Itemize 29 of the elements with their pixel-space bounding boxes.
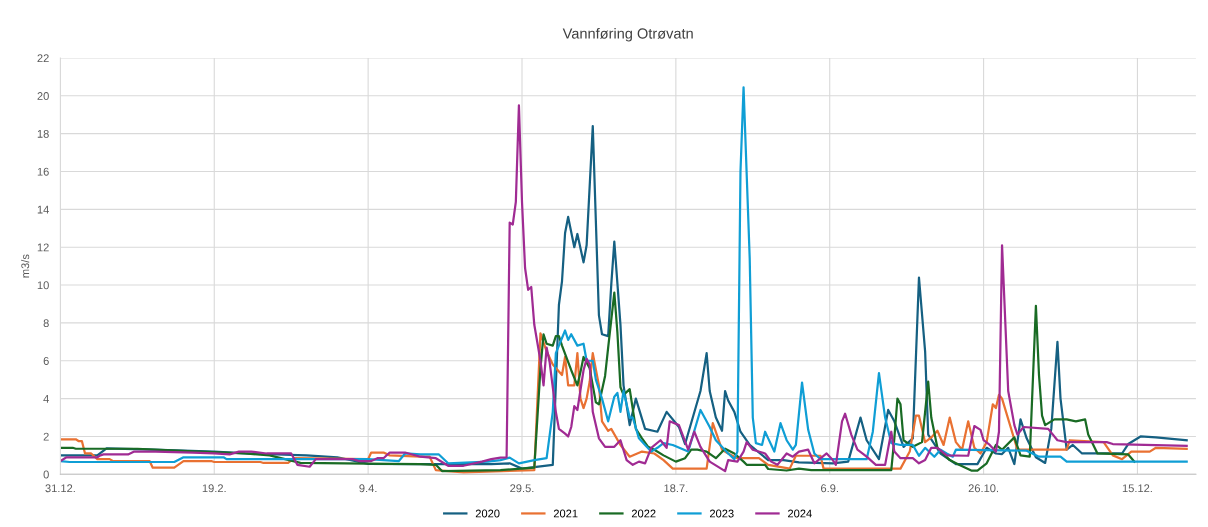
x-tick-label: 18.7. xyxy=(664,484,688,493)
legend-label: 2021 xyxy=(553,509,578,518)
x-tick-label: 9.4. xyxy=(359,484,377,493)
legend-label: 2024 xyxy=(788,509,812,518)
x-tick-label: 29.5. xyxy=(510,484,534,493)
x-tick-label: 6.9. xyxy=(821,484,838,493)
y-tick-label: 12 xyxy=(37,243,49,252)
y-tick-label: 0 xyxy=(43,470,49,479)
y-tick-label: 22 xyxy=(37,54,49,62)
y-tick-label: 8 xyxy=(43,319,49,328)
x-tick-label: 19.2. xyxy=(202,484,226,493)
y-tick-label: 2 xyxy=(43,432,49,441)
x-tick-label: 15.12. xyxy=(1122,484,1152,493)
legend-label: 2022 xyxy=(631,509,656,518)
y-tick-label: 16 xyxy=(37,167,49,176)
y-tick-label: 6 xyxy=(43,357,49,365)
y-tick-label: 14 xyxy=(37,205,49,214)
y-tick-label: 4 xyxy=(43,394,49,403)
legend-label: 2023 xyxy=(709,509,734,518)
line-series xyxy=(60,291,1136,473)
x-tick-label: 26.10. xyxy=(968,484,999,493)
y-axis-title: m3/s xyxy=(21,254,30,278)
line-series xyxy=(60,332,1188,474)
y-tick-label: 18 xyxy=(37,129,49,138)
chart-title: Vannføring Otrøvatn xyxy=(562,27,693,42)
legend-label: 2020 xyxy=(475,509,500,518)
x-tick-label: 31.12. xyxy=(45,484,75,493)
y-tick-label: 20 xyxy=(37,92,49,100)
y-tick-label: 10 xyxy=(37,281,49,290)
